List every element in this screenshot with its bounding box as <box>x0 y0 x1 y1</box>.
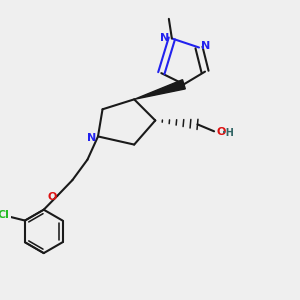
Polygon shape <box>134 80 185 99</box>
Text: ·H: ·H <box>222 128 234 138</box>
Text: Cl: Cl <box>0 210 10 220</box>
Text: N: N <box>87 133 96 143</box>
Text: N: N <box>201 41 210 51</box>
Text: O: O <box>47 192 57 202</box>
Text: N: N <box>160 33 169 43</box>
Text: O: O <box>216 127 225 137</box>
